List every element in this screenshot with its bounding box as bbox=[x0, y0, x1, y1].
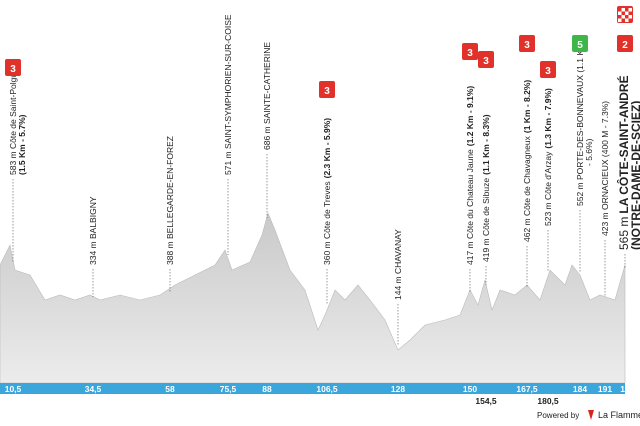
category-number: 3 bbox=[545, 66, 551, 77]
category-badge bbox=[519, 35, 535, 52]
brand: La Flamme bbox=[598, 410, 640, 420]
finish-check bbox=[618, 18, 622, 22]
finish-check bbox=[621, 15, 625, 19]
km-label: 10,5 bbox=[5, 384, 22, 394]
finish-check bbox=[628, 8, 632, 12]
km-label: 167,5 bbox=[516, 384, 538, 394]
waypoint-detail: (NOTRE-DAME-DE-SCIEZ) bbox=[629, 101, 640, 250]
km-label: 180,5 bbox=[537, 396, 559, 406]
waypoint-text: 686 m SAINTE-CATHERINE bbox=[262, 42, 272, 150]
waypoint-label: 388 m BELLEGARDE-EN-FOREZ bbox=[165, 136, 175, 265]
km-label: 154,5 bbox=[475, 396, 497, 406]
km-label: 58 bbox=[165, 384, 175, 394]
waypoint-detail: (1.1 Km - 8.3%) bbox=[481, 114, 491, 175]
km-label: 106,5 bbox=[316, 384, 338, 394]
finish-check bbox=[618, 11, 622, 15]
km-label: 75,5 bbox=[220, 384, 237, 394]
waypoint-label: 334 m BALBIGNY bbox=[88, 196, 98, 265]
category-badge bbox=[478, 51, 494, 68]
category-number: 3 bbox=[524, 40, 530, 51]
logo bbox=[588, 410, 594, 420]
km-label: 191 bbox=[598, 384, 612, 394]
km-label: 128 bbox=[391, 384, 405, 394]
category-badge bbox=[5, 59, 21, 76]
elevation-profile bbox=[0, 212, 626, 384]
finish-check bbox=[621, 8, 625, 12]
waypoint-detail: (2.3 Km - 5.9%) bbox=[322, 118, 332, 179]
waypoint-detail: - 5.6%) bbox=[584, 138, 594, 166]
waypoint-label: 417 m Côte du Chateau Jaune (1.2 Km - 9.1… bbox=[465, 86, 475, 265]
km-label: 19 bbox=[620, 384, 630, 394]
km-label: 150 bbox=[463, 384, 477, 394]
category-number: 3 bbox=[483, 56, 489, 67]
waypoint-label: 360 m Côte de Treves (2.3 Km - 5.9%) bbox=[322, 118, 332, 265]
category-number: 2 bbox=[622, 40, 628, 51]
waypoint-text: 552 m PORTE-DES-BONNEVAUX (1.1 KM bbox=[575, 43, 585, 206]
waypoint-text: 144 m CHAVANAY bbox=[393, 229, 403, 300]
waypoint-label: 523 m Côte d'Arzay (1.3 Km - 7.9%) bbox=[543, 88, 553, 226]
waypoint-text: 417 m Côte du Chateau Jaune bbox=[465, 149, 475, 265]
category-number: 3 bbox=[324, 86, 330, 97]
category-badge bbox=[540, 61, 556, 78]
category-number: 5 bbox=[577, 40, 583, 51]
waypoint-text: 423 m ORNACIEUX (400 M - 7.3%) bbox=[600, 101, 610, 236]
waypoint-text: 583 m Côte de Saint-Polgues bbox=[8, 64, 18, 175]
category-number: 3 bbox=[10, 64, 16, 75]
waypoint-text: 360 m Côte de Treves bbox=[322, 181, 332, 265]
waypoint-text: 419 m Côte de Sibuze bbox=[481, 178, 491, 262]
waypoint-detail-line: (NOTRE-DAME-DE-SCIEZ) bbox=[629, 101, 640, 250]
waypoint-detail-line: - 5.6%) bbox=[584, 138, 594, 166]
waypoint-detail: (1.3 Km - 7.9%) bbox=[543, 88, 553, 149]
category-badge bbox=[617, 35, 633, 52]
category-number: 3 bbox=[467, 48, 473, 59]
km-label: 184 bbox=[573, 384, 587, 394]
finish-check bbox=[628, 15, 632, 19]
km-label: 88 bbox=[262, 384, 272, 394]
powered-by: Powered by bbox=[537, 411, 579, 420]
category-badge bbox=[572, 35, 588, 52]
category-badge bbox=[462, 43, 478, 60]
finish-check bbox=[625, 18, 629, 22]
finish-check bbox=[625, 11, 629, 15]
waypoint-label: 565 m LA CÔTE-SAINT-ANDRÉ bbox=[616, 75, 631, 250]
waypoint-label: 423 m ORNACIEUX (400 M - 7.3%) bbox=[600, 101, 610, 236]
waypoint-label: 686 m SAINTE-CATHERINE bbox=[262, 42, 272, 150]
waypoint-detail: (1.2 Km - 9.1%) bbox=[465, 86, 475, 147]
waypoint-text: 565 m bbox=[617, 217, 631, 250]
waypoint-label: 571 m SAINT-SYMPHORIEN-SUR-COISE bbox=[223, 14, 233, 175]
km-label: 34,5 bbox=[85, 384, 102, 394]
waypoint-detail: (1.5 Km - 5.7%) bbox=[17, 114, 27, 175]
waypoint-label: 144 m CHAVANAY bbox=[393, 229, 403, 300]
km-bar bbox=[0, 383, 625, 394]
waypoint-label: 462 m Côte de Chavagneux(1 Km - 8.2%) bbox=[522, 80, 532, 242]
footer: Powered by La Flamme bbox=[537, 410, 640, 420]
waypoint-label: 419 m Côte de Sibuze (1.1 Km - 8.3%) bbox=[481, 114, 491, 262]
waypoint-text: 334 m BALBIGNY bbox=[88, 196, 98, 265]
waypoint-label: 583 m Côte de Saint-Polgues bbox=[8, 64, 18, 175]
waypoint-text: 571 m SAINT-SYMPHORIEN-SUR-COISE bbox=[223, 14, 233, 175]
waypoint-text: 462 m Côte de Chavagneux bbox=[522, 135, 532, 242]
waypoint-text: 388 m BELLEGARDE-EN-FOREZ bbox=[165, 136, 175, 265]
waypoint-detail: (1 Km - 8.2%) bbox=[522, 80, 532, 134]
waypoint-text: 523 m Côte d'Arzay bbox=[543, 151, 553, 226]
category-badge bbox=[319, 81, 335, 98]
waypoint-label: 552 m PORTE-DES-BONNEVAUX (1.1 KM bbox=[575, 43, 585, 206]
waypoint-name: LA CÔTE-SAINT-ANDRÉ bbox=[616, 75, 631, 213]
waypoint-detail-line: (1.5 Km - 5.7%) bbox=[17, 114, 27, 175]
